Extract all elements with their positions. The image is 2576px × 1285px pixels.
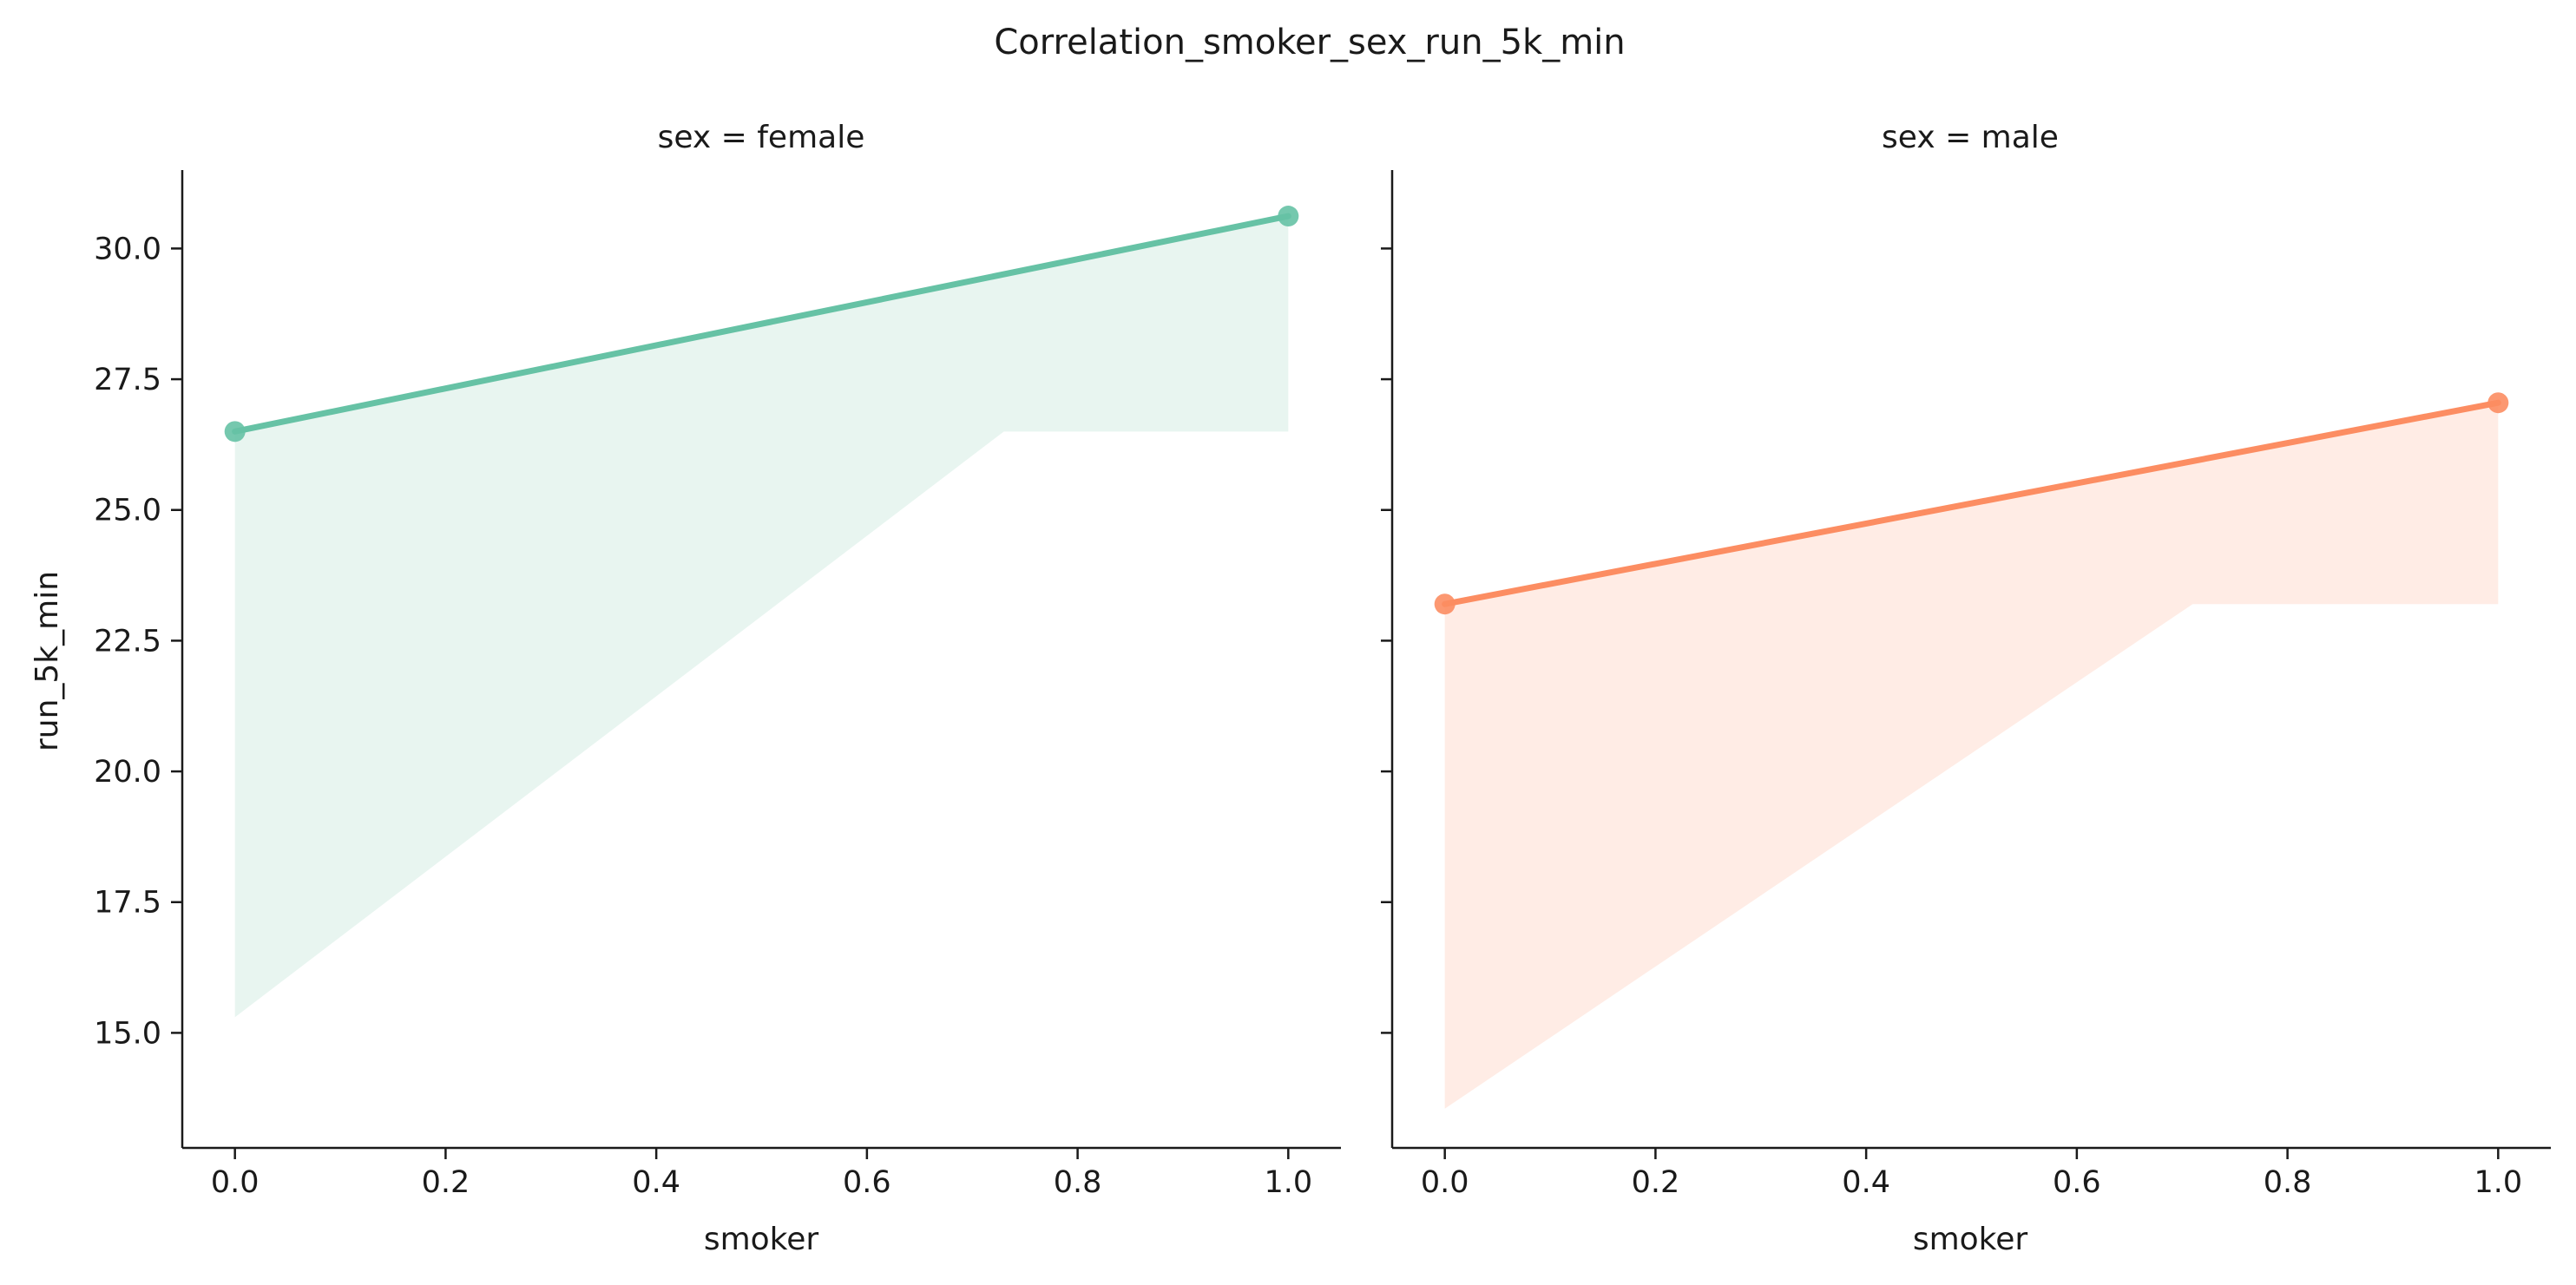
confidence-band-1	[1444, 403, 2499, 1109]
y-tick-label: 20.0	[94, 755, 161, 790]
x-tick-label: 0.8	[1054, 1165, 1102, 1200]
x-tick-label: 0.6	[843, 1165, 891, 1200]
x-tick-label: 0.4	[1842, 1165, 1890, 1200]
x-tick-label: 1.0	[1264, 1165, 1312, 1200]
x-tick-label: 0.4	[632, 1165, 680, 1200]
facet-title-female: sex = female	[658, 120, 865, 155]
x-tick-label: 0.8	[2264, 1165, 2312, 1200]
data-point-0-1	[1278, 206, 1299, 227]
chart-title: Correlation_smoker_sex_run_5k_min	[994, 23, 1625, 62]
y-tick-label: 22.5	[94, 624, 161, 659]
facet-male: sex = male 0.0 0.2 0.4 0.6 0.8 1.0 smoker	[1381, 120, 2551, 1257]
y-axis-label: run_5k_min	[30, 571, 65, 751]
y-tick-label: 25.0	[94, 494, 161, 528]
data-point-1-1	[2487, 392, 2509, 414]
data-point-0-0	[224, 421, 246, 443]
y-tick-label: 30.0	[94, 232, 161, 266]
series-line-1	[1442, 399, 2501, 607]
y-tick-label: 15.0	[94, 1016, 161, 1051]
x-axis-label-male: smoker	[1913, 1222, 2028, 1257]
x-tick-label: 0.0	[1421, 1165, 1469, 1200]
series-line-0	[232, 213, 1291, 435]
x-axis-label-female: smoker	[704, 1222, 819, 1257]
x-tick-label: 0.6	[2053, 1165, 2101, 1200]
y-tick-label: 17.5	[94, 886, 161, 921]
facet-title-male: sex = male	[1882, 120, 2059, 155]
x-tick-label: 0.2	[1632, 1165, 1680, 1200]
confidence-band-0	[234, 216, 1289, 1018]
x-tick-label: 0.2	[422, 1165, 470, 1200]
y-tick-label: 27.5	[94, 363, 161, 397]
x-tick-label: 1.0	[2474, 1165, 2522, 1200]
facet-female: sex = female 0.0 0.2 0.4 0.6 0.8 1.0 15.0 17.5 2…	[94, 120, 1341, 1257]
x-tick-label: 0.0	[211, 1165, 260, 1200]
data-point-1-0	[1434, 593, 1456, 615]
